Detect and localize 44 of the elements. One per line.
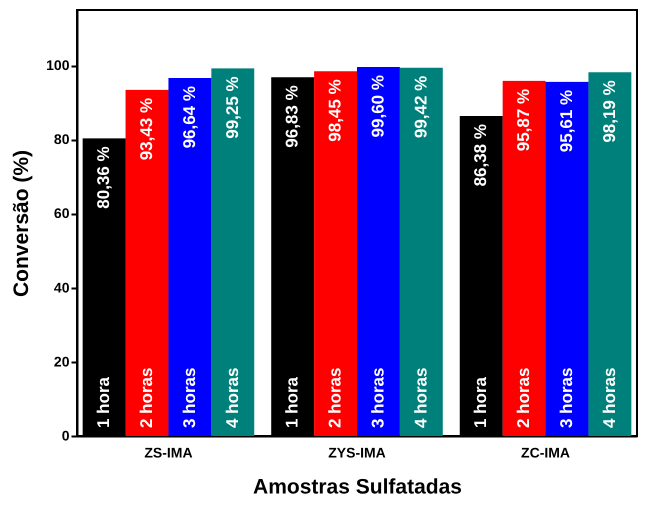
bar bbox=[126, 90, 168, 436]
y-tick-label: 100 bbox=[46, 57, 70, 74]
series-label: 1 hora bbox=[94, 376, 114, 428]
bar bbox=[546, 82, 588, 436]
y-axis-title: Conversão (%) bbox=[10, 150, 34, 298]
text: 3 horas bbox=[368, 368, 388, 428]
series-label: 3 horas bbox=[180, 368, 199, 428]
y-tick-label: 60 bbox=[54, 205, 70, 222]
y-tick-label: 20 bbox=[54, 353, 70, 370]
x-tick-label: ZC-IMA bbox=[521, 444, 570, 460]
data-label: 99,60 % bbox=[368, 75, 388, 138]
x-axis-title: Amostras Sulfatadas bbox=[253, 476, 462, 498]
bar bbox=[314, 71, 357, 436]
x-tick-label: ZYS-IMA bbox=[328, 444, 386, 460]
data-label: 86,38 % bbox=[471, 124, 490, 186]
data-label: 95,61 % bbox=[557, 90, 576, 152]
data-label: 99,25 % bbox=[222, 76, 242, 139]
data-label: 95,87 % bbox=[514, 88, 534, 152]
series-label: 4 horas bbox=[222, 368, 242, 428]
text: 2 horas bbox=[326, 368, 345, 428]
text: 2 horas bbox=[514, 368, 534, 428]
data-label: 99,42 % bbox=[411, 76, 430, 138]
y-tick-label: 40 bbox=[54, 279, 70, 296]
text: 1 hora bbox=[471, 376, 490, 428]
bar bbox=[357, 67, 400, 436]
x-tick-label: ZS-IMA bbox=[144, 444, 193, 460]
data-label: 96,83 % bbox=[282, 85, 302, 148]
data-label: 98,19 % bbox=[600, 80, 619, 143]
bar bbox=[168, 78, 212, 436]
text: 4 horas bbox=[600, 368, 619, 428]
series-label: 2 horas bbox=[137, 368, 156, 428]
data-label: 96,64 % bbox=[180, 86, 199, 148]
bar bbox=[588, 72, 632, 436]
bar bbox=[400, 68, 443, 436]
y-tick-label: 0 bbox=[62, 428, 70, 444]
text: 1 hora bbox=[282, 376, 302, 428]
data-label: 80,36 % bbox=[94, 146, 114, 209]
bar bbox=[502, 80, 546, 436]
text: 4 horas bbox=[411, 368, 430, 428]
bar bbox=[211, 68, 254, 436]
y-tick-label: 80 bbox=[54, 131, 70, 148]
data-label: 98,45 % bbox=[326, 79, 345, 142]
text: 3 horas bbox=[557, 368, 576, 428]
data-label: 93,43 % bbox=[137, 98, 156, 160]
